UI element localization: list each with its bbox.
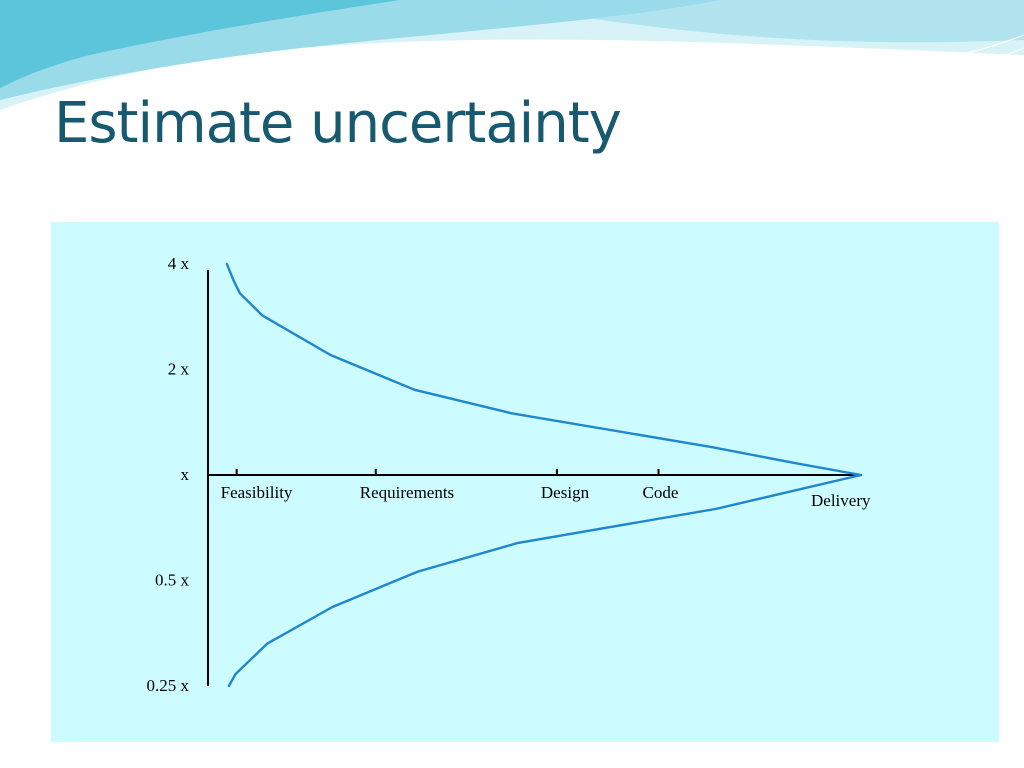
axes	[207, 270, 861, 686]
wave-dark-band	[0, 0, 400, 88]
x-tick-label: Requirements	[360, 483, 454, 502]
x-tick-labels: Feasibility Requirements Design Code Deliver…	[221, 469, 871, 510]
y-tick-label: 4 x	[168, 254, 190, 273]
uncertainty-chart: 4 x 2 x x 0.5 x 0.25 x Feasibility Requiremen…	[147, 254, 871, 695]
chart-panel: 4 x 2 x x 0.5 x 0.25 x Feasibility Requiremen…	[51, 222, 999, 742]
x-tick-label: Delivery	[811, 491, 871, 510]
y-tick-label: 0.5 x	[155, 571, 190, 590]
x-tick-label: Design	[541, 483, 590, 502]
y-tick-label: 2 x	[168, 360, 190, 379]
y-tick-label: x	[181, 465, 190, 484]
wave-line-1	[0, 34, 1024, 113]
upper-bound-line	[225, 262, 863, 477]
x-tick-label: Feasibility	[221, 483, 293, 502]
slide-title: Estimate uncertainty	[54, 91, 622, 156]
background-wave	[0, 0, 1024, 119]
series-group	[225, 262, 863, 688]
y-tick-label: 0.25 x	[147, 676, 190, 695]
x-tick-label: Code	[642, 483, 678, 502]
lower-bound-line	[227, 473, 863, 688]
wave-line-2	[19, 47, 1024, 119]
wave-right-swoosh	[480, 0, 1024, 43]
y-tick-labels: 4 x 2 x x 0.5 x 0.25 x	[147, 254, 190, 695]
